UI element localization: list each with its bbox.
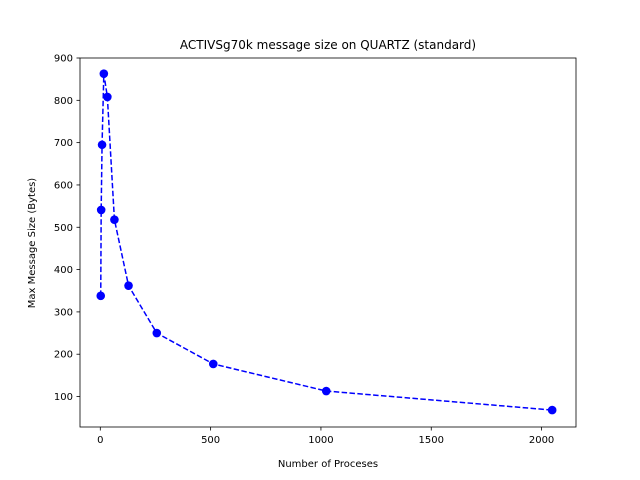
y-tick-label: 900: [54, 54, 73, 65]
data-point: [124, 281, 133, 290]
data-point: [96, 291, 106, 301]
y-tick-label: 600: [54, 180, 73, 191]
y-tick-label: 300: [54, 307, 73, 318]
data-point: [96, 205, 106, 215]
y-tick-label: 200: [54, 350, 73, 361]
data-point: [99, 69, 109, 78]
y-tick-label: 700: [54, 138, 73, 149]
data-point: [321, 386, 331, 396]
plot-area: 0 500 1000 1500 2000 100 200 300 400 500 600 700 800…: [54, 54, 577, 446]
x-tick-label: 2000: [529, 435, 554, 446]
x-axis-title: Number of Proceses: [278, 459, 378, 470]
data-point: [103, 92, 112, 102]
y-tick-label: 400: [54, 265, 73, 276]
axes-frame: [79, 57, 577, 428]
y-tick-label: 500: [54, 223, 73, 234]
data-point: [97, 140, 107, 150]
data-point: [208, 359, 218, 369]
x-tick-label: 1000: [308, 435, 333, 446]
chart-title: ACTIVSg70k message size on QUARTZ (stand…: [180, 38, 476, 52]
data-point: [152, 328, 162, 338]
data-point: [110, 215, 119, 224]
x-tick-label: 500: [201, 435, 220, 446]
x-tick-label: 1500: [419, 435, 444, 446]
x-tick-label: 0: [97, 435, 103, 446]
data-point: [547, 405, 557, 415]
y-axis-title: Max Message Size (Bytes): [27, 178, 38, 309]
y-tick-label: 100: [54, 392, 73, 403]
y-tick-label: 800: [54, 96, 73, 107]
